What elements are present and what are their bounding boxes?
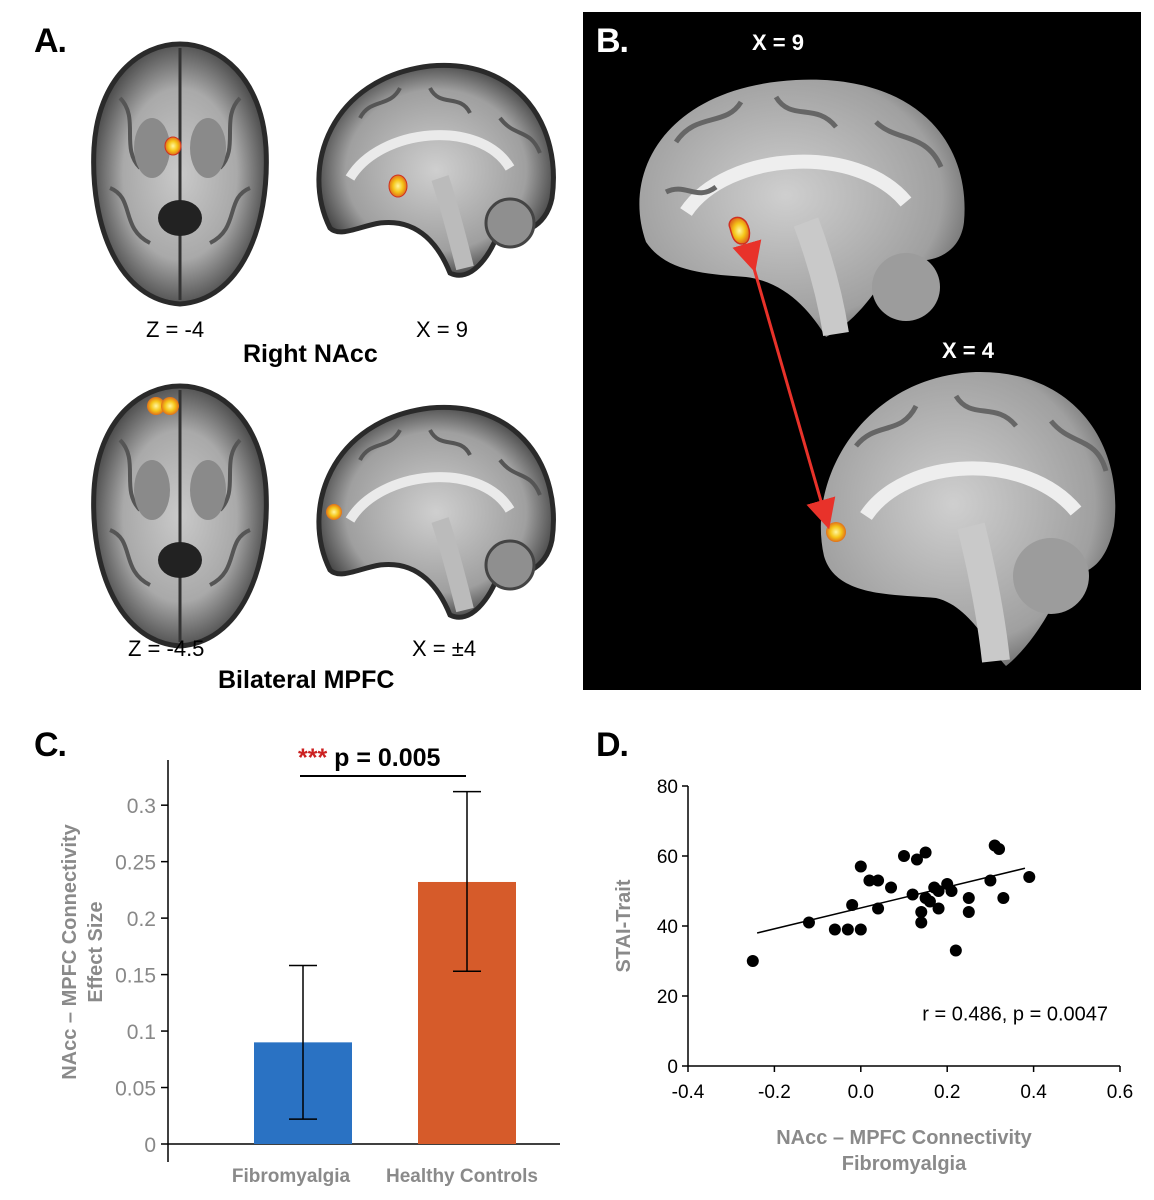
data-point <box>915 906 928 918</box>
y-tick-label: 0.15 <box>115 965 156 988</box>
sagittal-caption-bottom: X = ±4 <box>412 636 477 661</box>
x-tick-label: -0.4 <box>672 1082 705 1103</box>
data-point <box>962 906 975 918</box>
data-point <box>923 895 936 908</box>
data-point <box>863 874 876 887</box>
data-point <box>872 902 885 915</box>
data-point <box>802 916 815 929</box>
y-axis-label: STAI-Trait <box>613 879 635 972</box>
x-tick-label: 0.2 <box>934 1082 960 1103</box>
data-point <box>828 923 841 936</box>
y-tick-label: 40 <box>657 917 678 938</box>
x-tick-label: 0.6 <box>1107 1082 1133 1103</box>
panel-b-brain-lower <box>820 371 1116 666</box>
right-nacc-title: Right NAcc <box>243 340 378 368</box>
panel-b-upper-label: X = 9 <box>752 30 804 55</box>
data-point <box>910 853 923 866</box>
sagittal-brain-image-top <box>316 62 556 278</box>
data-point <box>962 892 975 904</box>
y-tick-label: 0.2 <box>127 908 156 931</box>
y-axis-label: NAcc – MPFC Connectivity Effect Size <box>59 823 107 1079</box>
axial-brain-image-top <box>91 41 269 307</box>
data-point <box>915 916 928 929</box>
scatter-chart: 0 20 40 60 80 -0.4 -0.2 0.0 0.2 0.4 0.6 NAcc – MPFC… <box>613 777 1133 1175</box>
trend-line <box>756 867 1026 934</box>
data-point <box>932 885 945 897</box>
y-tick-label: 0.05 <box>115 1078 156 1101</box>
panel-d-letter: D. <box>596 726 629 764</box>
data-point <box>854 860 867 873</box>
significance-label: *** p = 0.005 <box>298 744 440 773</box>
panel-b-letter: B. <box>596 22 629 60</box>
x-tick-label: 0.0 <box>848 1082 874 1103</box>
data-point <box>997 892 1010 904</box>
bar-chart: 0 0.05 0.1 0.15 0.2 0.25 0.3 NAcc – MPFC Connec… <box>59 760 560 1187</box>
data-point <box>949 944 962 957</box>
panel-c-letter: C. <box>34 726 67 764</box>
x-axis-label-line2: Fibromyalgia <box>842 1153 967 1175</box>
data-point <box>841 923 854 936</box>
y-axis-label-group: STAI-Trait <box>613 879 635 972</box>
sagittal-brain-image-bottom <box>316 404 556 620</box>
data-point <box>993 843 1006 855</box>
x-tick-label: -0.2 <box>758 1082 791 1103</box>
data-point <box>898 850 910 862</box>
x-category-label: Healthy Controls <box>386 1166 538 1187</box>
data-point <box>945 885 958 897</box>
y-tick-label: 0.3 <box>127 795 156 818</box>
axial-caption-top: Z = -4 <box>146 317 205 342</box>
y-tick-label: 0.25 <box>115 852 156 875</box>
data-point <box>984 874 997 887</box>
data-point <box>919 846 932 859</box>
y-tick-label: 0 <box>667 1057 678 1078</box>
data-point <box>846 899 859 911</box>
panel-a-letter: A. <box>34 22 67 60</box>
y-tick-label: 20 <box>657 987 678 1008</box>
x-axis-label-line1: NAcc – MPFC Connectivity <box>776 1127 1032 1149</box>
x-category-label: Fibromyalgia <box>232 1166 351 1187</box>
panel-b-connection-arrow <box>732 239 836 530</box>
correlation-annotation: r = 0.486, p = 0.0047 <box>922 1004 1108 1026</box>
significance-p-value: p = 0.005 <box>334 744 441 772</box>
y-tick-label: 60 <box>657 847 678 868</box>
y-tick-label: 0.1 <box>127 1021 156 1044</box>
data-point <box>932 902 945 915</box>
data-point <box>872 874 885 887</box>
significance-stars: *** <box>298 744 328 772</box>
data-point <box>906 888 919 901</box>
y-axis-label-line1: NAcc – MPFC Connectivity <box>59 823 81 1079</box>
sagittal-caption-top: X = 9 <box>416 317 468 342</box>
bilateral-mpfc-title: Bilateral MPFC <box>218 666 395 694</box>
x-tick-label: 0.4 <box>1020 1082 1047 1103</box>
y-axis-label-line2: Effect Size <box>85 901 107 1002</box>
data-point <box>885 881 898 894</box>
data-point <box>854 923 867 936</box>
axial-caption-bottom: Z = -4.5 <box>128 636 205 661</box>
data-point <box>746 955 759 967</box>
y-tick-label: 0 <box>144 1134 156 1157</box>
panel-b-lower-label: X = 4 <box>942 338 994 363</box>
y-tick-label: 80 <box>657 777 678 798</box>
axial-brain-image-bottom <box>91 383 269 649</box>
data-point <box>1023 871 1036 883</box>
